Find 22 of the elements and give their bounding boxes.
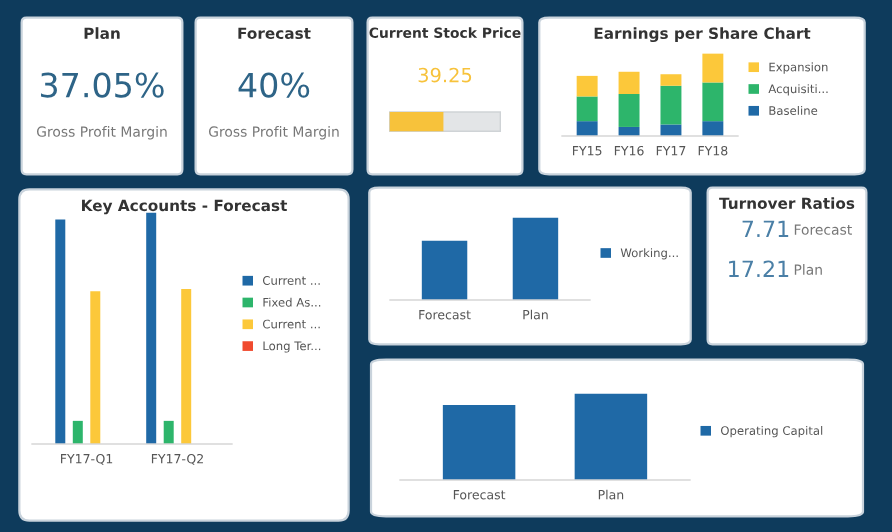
text: 39.25 — [418, 67, 472, 83]
bar — [576, 96, 598, 122]
text: 40% — [238, 72, 310, 98]
bar — [72, 420, 83, 444]
bar — [163, 420, 174, 444]
bar — [146, 212, 157, 444]
text: 37.05% — [40, 72, 164, 98]
bar — [576, 75, 598, 97]
bar — [702, 82, 724, 122]
text: 17.21 — [729, 260, 789, 277]
bar — [702, 53, 724, 83]
bar — [660, 85, 682, 125]
bar — [576, 121, 598, 136]
bar — [660, 74, 682, 86]
bar — [181, 288, 192, 444]
bar — [55, 219, 66, 444]
text: 7.71 — [742, 220, 789, 237]
bar — [618, 94, 640, 127]
bar — [90, 291, 101, 444]
bar — [618, 71, 640, 94]
bar — [702, 121, 724, 136]
bar — [660, 124, 682, 136]
